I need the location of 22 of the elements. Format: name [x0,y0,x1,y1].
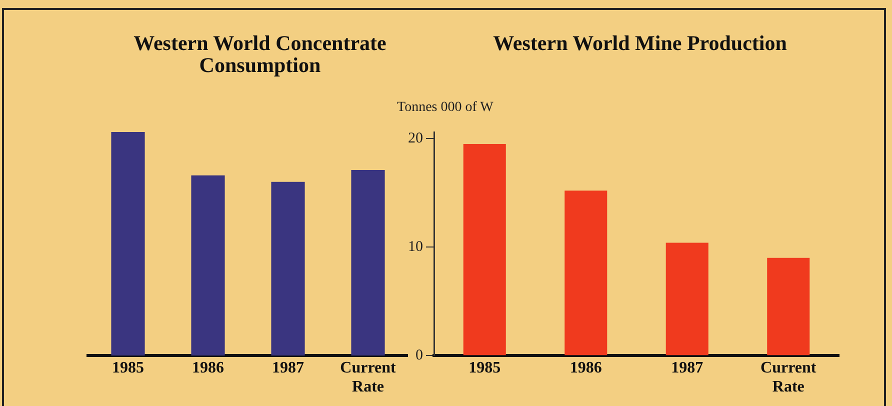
bar [463,144,506,356]
x-tick-label: 1985 [468,359,501,376]
x-tick-label: 1986 [570,359,602,376]
x-tick-label: 1987 [671,359,704,376]
bar [271,182,305,356]
bar [191,175,225,356]
bar [564,190,608,356]
y-tick-label: 10 [408,238,423,255]
bar [666,242,708,356]
y-tick-label: 20 [408,130,423,146]
x-tick-label: Current Rate [340,359,397,396]
bar [111,132,145,356]
y-tick-label: 0 [416,348,423,364]
chart-title: Western World Mine Production [492,31,788,55]
x-tick-label: 1987 [272,359,304,376]
bar [767,258,810,356]
x-tick-label: 1985 [112,359,144,376]
chart-title: Western World Concentrate Consumption [132,31,388,77]
y-axis-title: Tonnes 000 of W [397,100,494,116]
x-tick-label: Current Rate [760,359,817,396]
x-tick-label: 1986 [192,359,224,376]
bar [351,170,385,356]
